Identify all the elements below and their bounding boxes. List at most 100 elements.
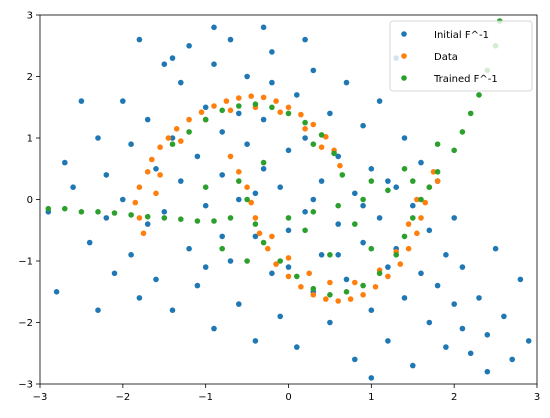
data-point — [256, 230, 263, 237]
data-point — [223, 98, 230, 104]
legend-label: Data — [434, 52, 458, 63]
data-point — [401, 166, 408, 172]
series-layer — [45, 18, 532, 381]
data-point — [227, 215, 234, 221]
data-point — [269, 49, 275, 55]
data-point — [310, 209, 317, 215]
data-point — [178, 216, 184, 222]
data-point — [327, 110, 333, 117]
data-point — [426, 184, 433, 190]
data-point — [331, 150, 337, 157]
data-point — [310, 285, 317, 292]
data-point — [318, 178, 325, 184]
legend-marker — [401, 75, 407, 81]
data-point — [310, 67, 317, 74]
data-point — [260, 94, 267, 101]
data-point — [285, 104, 292, 111]
data-point — [136, 215, 143, 221]
data-point — [202, 116, 209, 123]
data-point — [285, 264, 292, 270]
data-point — [128, 212, 134, 218]
data-point — [459, 325, 466, 332]
data-point — [157, 172, 163, 178]
data-point — [236, 95, 242, 101]
data-point — [376, 270, 383, 277]
ticks-layer: −3 −2 −1 0 1 2 3 −3 −2 −1 0 1 2 3 — [18, 11, 540, 404]
data-point — [136, 184, 143, 190]
data-point — [236, 110, 242, 117]
data-point — [219, 233, 225, 240]
data-point — [260, 166, 267, 172]
data-point — [252, 233, 259, 240]
data-point — [343, 276, 350, 283]
data-point — [360, 202, 366, 209]
data-point — [149, 156, 155, 163]
data-point — [273, 98, 279, 104]
data-point — [227, 258, 234, 264]
data-point — [153, 276, 159, 283]
data-point — [385, 264, 391, 270]
data-point — [368, 245, 375, 252]
data-point — [343, 289, 350, 295]
data-point — [335, 202, 342, 209]
data-point — [302, 135, 308, 141]
data-point — [302, 126, 308, 132]
data-point — [302, 227, 308, 234]
data-point — [368, 166, 375, 172]
y-tick-label: −3 — [18, 380, 33, 391]
data-point — [476, 92, 482, 98]
data-point — [459, 129, 466, 135]
x-tick-label: −1 — [198, 392, 213, 403]
data-point — [186, 116, 192, 123]
data-point — [178, 138, 184, 144]
data-point — [260, 24, 267, 31]
data-point — [227, 107, 234, 114]
data-point — [211, 218, 217, 224]
series-2 — [45, 18, 503, 298]
data-point — [202, 104, 209, 111]
data-point — [323, 134, 329, 140]
data-point — [318, 252, 325, 258]
data-point — [372, 284, 379, 290]
data-point — [277, 109, 284, 115]
data-point — [501, 313, 507, 320]
data-point — [335, 298, 342, 304]
y-tick-label: 2 — [27, 72, 33, 83]
x-tick-label: 3 — [534, 392, 540, 403]
data-point — [144, 169, 151, 175]
data-point — [360, 196, 366, 203]
data-point — [277, 313, 284, 320]
data-point — [244, 184, 250, 190]
data-point — [327, 292, 333, 298]
data-point — [244, 196, 250, 203]
data-point — [285, 273, 292, 280]
data-point — [327, 252, 333, 258]
data-point — [260, 159, 267, 166]
legend-box — [389, 20, 533, 92]
data-point — [62, 159, 68, 166]
data-point — [339, 172, 346, 178]
x-tick-label: −2 — [115, 392, 130, 403]
data-point — [376, 98, 383, 104]
data-point — [103, 215, 110, 221]
data-point — [410, 178, 416, 184]
data-point — [219, 172, 225, 178]
data-point — [298, 111, 304, 118]
data-point — [397, 261, 404, 267]
data-point — [426, 319, 433, 326]
data-point — [260, 239, 267, 246]
data-point — [434, 169, 441, 175]
data-point — [385, 178, 391, 184]
data-point — [430, 169, 437, 175]
data-point — [525, 338, 532, 344]
data-point — [173, 126, 180, 132]
data-point — [385, 338, 391, 344]
data-point — [310, 196, 317, 203]
data-point — [78, 209, 85, 215]
data-point — [186, 245, 192, 252]
data-point — [318, 132, 325, 138]
data-point — [252, 221, 259, 227]
data-point — [198, 109, 205, 115]
data-point — [509, 356, 515, 363]
data-point — [62, 205, 68, 212]
